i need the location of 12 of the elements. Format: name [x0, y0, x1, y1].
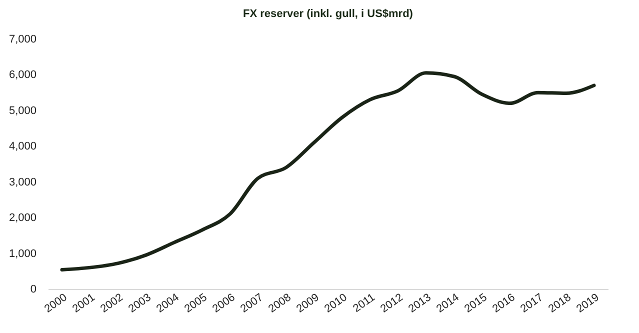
y-tick-label: 5,000: [8, 104, 36, 117]
y-tick-label: 0: [30, 284, 36, 296]
y-tick-label: 3,000: [8, 176, 36, 188]
x-tick-label: 2001: [70, 292, 98, 316]
y-tick-label: 2,000: [8, 212, 36, 224]
y-tick-label: 4,000: [8, 140, 36, 153]
line-series: [60, 71, 596, 272]
y-tick-label: 6,000: [8, 69, 36, 82]
y-tick-label: 7,000: [8, 34, 36, 46]
x-tick-label: 2011: [351, 292, 378, 315]
y-tick-label: 1,000: [8, 248, 36, 260]
chart-title: FX reserver (inkl. gull, i US$mrd): [243, 8, 414, 20]
